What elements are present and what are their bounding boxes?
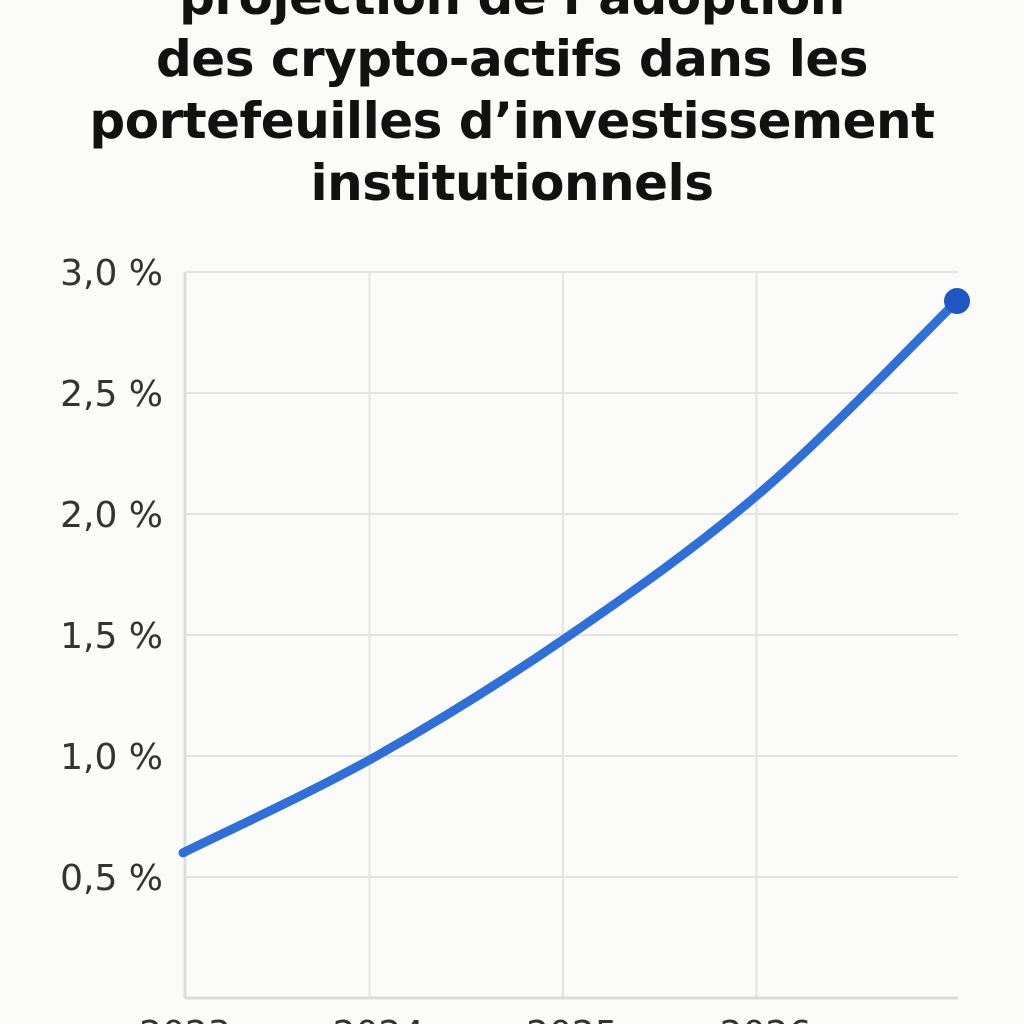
y-tick-label: 1,5 % [60,616,163,657]
x-tick-label: 2023 [139,1014,231,1024]
chart-title-line-4: institutionnels [310,154,714,212]
series-end-point [944,288,970,315]
y-tick-label: 2,0 % [60,495,163,536]
x-tick-label: 2026 [720,1014,812,1024]
x-tick-label: 2024 [333,1014,425,1024]
x-tick-label: 2025 [526,1014,618,1024]
y-tick-label: 0,5 % [60,858,163,899]
chart-title-line-3: portefeuilles d’investissement [89,92,935,150]
chart-title: projection de l’adoption des crypto-acti… [0,0,1024,214]
series-line [178,296,962,858]
y-tick-label: 2,5 % [60,374,163,415]
chart-title-line-2: des crypto-actifs dans les [156,30,869,88]
chart-title-line-1: projection de l’adoption [0,0,1024,28]
y-tick-label: 3,0 % [60,253,163,294]
y-tick-label: 1,0 % [60,737,163,778]
